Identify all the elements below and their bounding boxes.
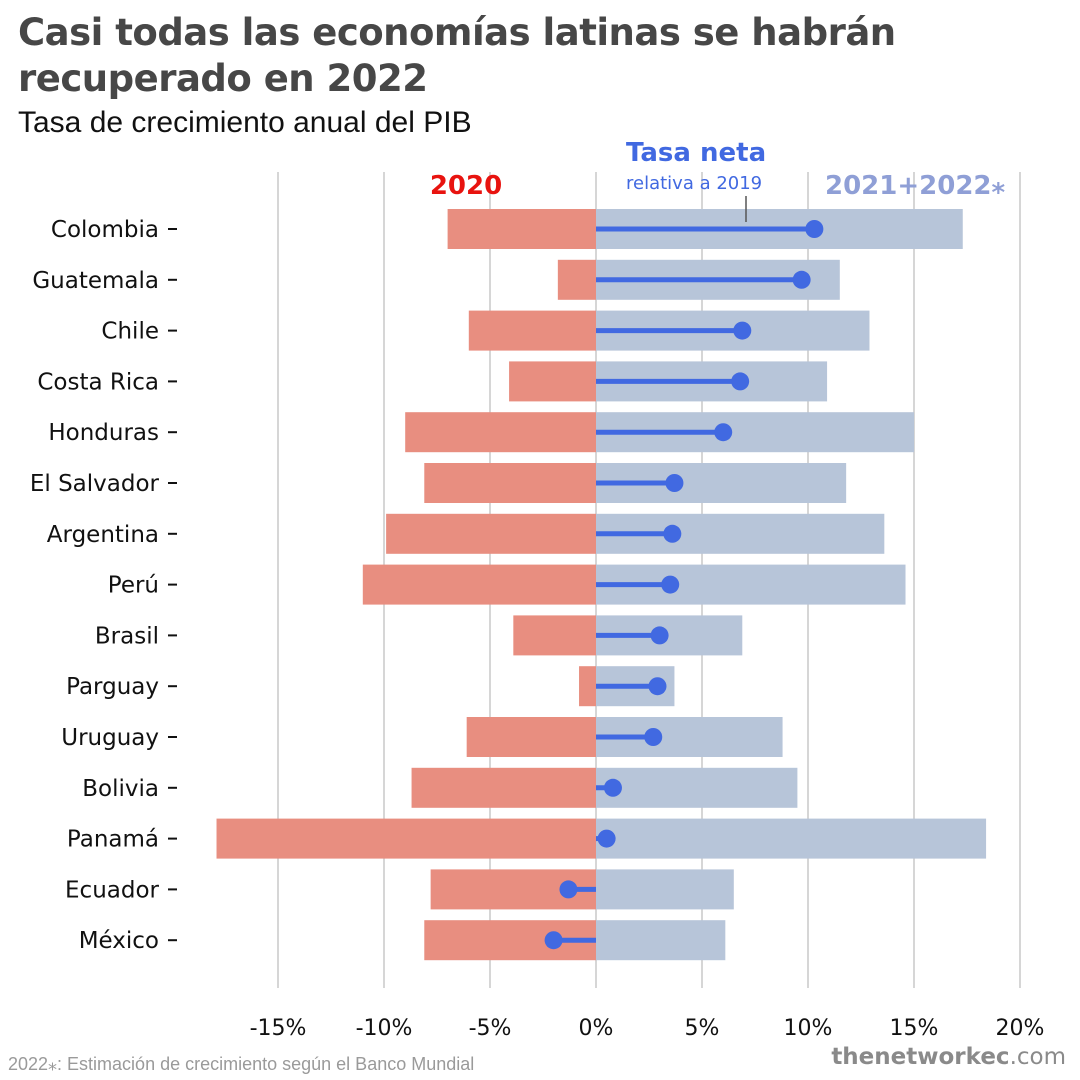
x-tick-label: 15%	[890, 1016, 939, 1041]
category-label: Bolivia	[82, 776, 159, 802]
x-tick-label: 20%	[996, 1016, 1045, 1041]
category-label: Chile	[101, 319, 159, 345]
bar-2020	[405, 412, 596, 453]
category-label: Argentina	[47, 522, 159, 548]
bar-2020	[557, 259, 596, 300]
bar-2021-2022	[596, 920, 726, 961]
brand-domain: .com	[1009, 1044, 1066, 1070]
bar-2020	[513, 615, 596, 656]
category-label: Parguay	[66, 674, 159, 700]
category-label: Ecuador	[65, 877, 160, 903]
category-label: Honduras	[48, 420, 159, 446]
category-label: El Salvador	[30, 471, 160, 497]
net-rate-point	[792, 270, 811, 289]
category-label: Costa Rica	[37, 369, 159, 395]
bar-2020	[509, 361, 596, 402]
net-rate-point	[559, 880, 578, 899]
chart-title: Casi todas las economías latinas se habr…	[18, 10, 1058, 102]
net-rate-point	[665, 474, 684, 492]
bar-2020	[216, 818, 596, 859]
title-line-1: Casi todas las economías latinas se habr…	[18, 11, 896, 54]
bar-2021-2022	[596, 767, 798, 808]
label-2020: 2020	[430, 171, 502, 201]
net-rate-point	[805, 220, 824, 238]
x-tick-label: -10%	[356, 1016, 413, 1041]
bar-2020	[411, 767, 596, 808]
bar-2020	[362, 564, 596, 605]
net-rate-point	[731, 372, 750, 391]
chart-subtitle: Tasa de crecimiento anual del PIB	[18, 106, 472, 139]
net-rate-point	[733, 321, 752, 340]
label-2021-2022: 2021+2022⁎	[825, 171, 1006, 201]
label-net-rate-sub: relativa a 2019	[626, 173, 762, 194]
footnote: 2022⁎: Estimación de crecimiento según e…	[8, 1054, 475, 1074]
category-label: Uruguay	[61, 725, 159, 751]
bar-2020	[386, 513, 596, 554]
net-rate-point	[661, 575, 680, 594]
net-rate-point	[650, 626, 669, 645]
net-rate-lollipops	[544, 220, 824, 950]
bar-2021-2022	[596, 869, 734, 910]
bar-2020	[466, 717, 596, 757]
category-label: Guatemala	[32, 268, 159, 294]
x-tick-label: -15%	[250, 1016, 307, 1041]
x-axis-tick-labels: -15% -10% -5% 0% 5% 10% 15% 20%	[250, 1016, 1045, 1041]
category-label: México	[79, 928, 159, 954]
category-labels: Colombia Guatemala Chile Costa Rica Honduras…	[30, 217, 177, 954]
x-tick-label: 0%	[579, 1016, 614, 1041]
category-label: Colombia	[51, 217, 159, 243]
brand-name: thenetworkec	[831, 1044, 1010, 1070]
title-line-2: recuperado en 2022	[18, 57, 428, 100]
category-label: Brasil	[95, 623, 159, 649]
net-rate-point	[544, 931, 563, 950]
bar-2020	[468, 310, 596, 351]
net-rate-point	[714, 423, 733, 442]
label-net-rate: Tasa neta	[626, 138, 766, 168]
bar-2020	[447, 209, 596, 249]
brand-watermark: thenetworkec.com	[831, 1044, 1066, 1070]
net-rate-point	[648, 677, 667, 696]
category-label: Panamá	[67, 827, 159, 853]
x-tick-label: 10%	[784, 1016, 833, 1041]
net-rate-point	[603, 778, 622, 797]
bar-2020	[424, 463, 596, 503]
net-rate-point	[644, 728, 663, 746]
net-rate-point	[663, 524, 682, 543]
category-label: Perú	[108, 573, 159, 599]
series-annotations: 2020 Tasa neta relativa a 2019 2021+2022…	[430, 138, 1006, 222]
net-rate-point	[597, 829, 616, 848]
bar-2021-2022	[596, 818, 987, 859]
x-tick-label: -5%	[469, 1016, 512, 1041]
bar-2020	[579, 666, 596, 707]
x-tick-label: 5%	[685, 1016, 720, 1041]
